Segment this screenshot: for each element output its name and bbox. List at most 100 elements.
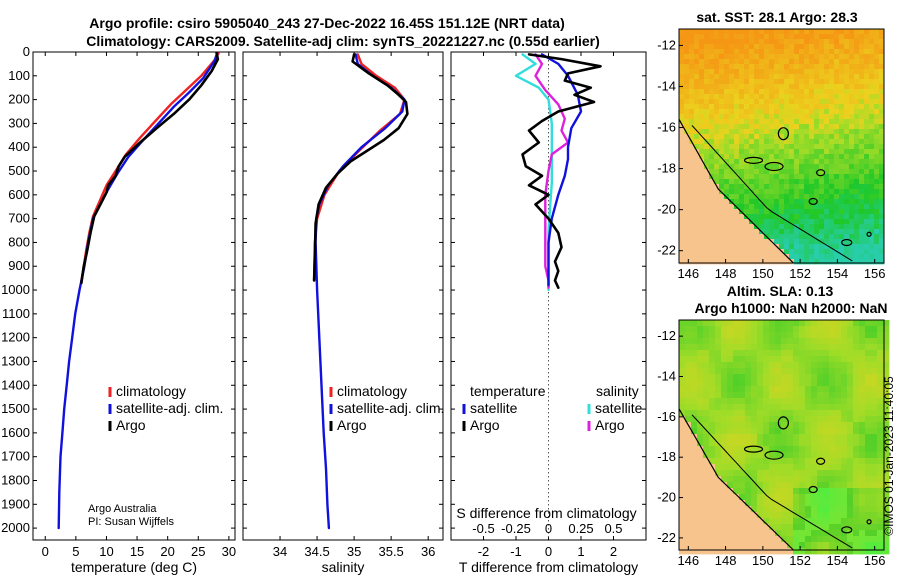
sst-map-cell [784, 249, 790, 255]
sst-map-cell [794, 199, 800, 205]
sst-map-cell [854, 219, 860, 225]
sla-map-cell [739, 482, 746, 489]
sst-map-cell [784, 79, 790, 85]
sla-map-cell [883, 398, 890, 405]
sst-map-cell [679, 79, 685, 85]
sst-map-cell [759, 89, 765, 95]
sla-map-cell [769, 494, 776, 501]
sst-map-cell [684, 229, 690, 235]
sla-map-cell [763, 428, 770, 435]
sst-map-cell [754, 219, 760, 225]
sst-map-cell [744, 254, 750, 260]
sst-map-cell [799, 74, 805, 80]
sst-map-cell [749, 114, 755, 120]
sst-map-cell [789, 79, 795, 85]
sst-map-cell [689, 204, 695, 210]
sst-lat-tick-label: -22 [657, 243, 676, 258]
sst-map-cell [814, 164, 820, 170]
sla-map-cell [877, 536, 884, 543]
sst-map-cell [679, 49, 685, 55]
sla-map-cell [841, 416, 848, 423]
sla-map-cell [787, 392, 794, 399]
sla-map-cell [691, 440, 698, 447]
sst-map-cell [694, 159, 700, 165]
sst-map-cell [679, 119, 685, 125]
sla-map-cell [871, 356, 878, 363]
sst-map-cell [839, 114, 845, 120]
sst-map-cell [699, 44, 705, 50]
sla-map-cell [733, 548, 740, 555]
sla-map-cell [781, 446, 788, 453]
salinity-series-satellite-adj-clim- [314, 53, 406, 530]
sst-map-cell [814, 189, 820, 195]
sla-map-cell [781, 416, 788, 423]
sla-map-cell [751, 542, 758, 549]
sla-map-cell [841, 344, 848, 351]
sla-map-cell [847, 404, 854, 411]
sst-map-cell [714, 234, 720, 240]
sst-map-cell [854, 39, 860, 45]
sla-map-cell [709, 458, 716, 465]
sla-map-cell [757, 326, 764, 333]
sla-lat-tick-label: -14 [657, 368, 676, 383]
sst-map-cell [709, 89, 715, 95]
sla-map-cell [847, 338, 854, 345]
sst-map-cell [729, 134, 735, 140]
sla-map-cell [721, 326, 728, 333]
sla-map-cell [865, 518, 872, 525]
sst-map-cell [834, 154, 840, 160]
sst-map-cell [769, 129, 775, 135]
sst-map-cell [739, 84, 745, 90]
sla-map-cell [745, 422, 752, 429]
sst-map-cell [824, 254, 830, 260]
sst-map-cell [779, 169, 785, 175]
sst-map-cell [694, 39, 700, 45]
sla-map-cell [769, 386, 776, 393]
sla-map-cell [721, 536, 728, 543]
sla-map-cell [751, 536, 758, 543]
sla-map-cell [733, 362, 740, 369]
sst-map-cell [679, 134, 685, 140]
sla-map-cell [865, 428, 872, 435]
sla-map-cell [751, 470, 758, 477]
sla-map-cell [847, 458, 854, 465]
sla-map-cell [751, 440, 758, 447]
sla-map-cell [763, 320, 770, 327]
sst-map-cell [794, 189, 800, 195]
sla-map-cell [709, 404, 716, 411]
sst-map-cell [794, 94, 800, 100]
sst-map-cell [839, 89, 845, 95]
sla-map-cell [769, 320, 776, 327]
sst-map-cell [714, 59, 720, 65]
sst-map-cell [874, 224, 880, 230]
sst-map-cell [754, 124, 760, 130]
sst-map-cell [854, 209, 860, 215]
sst-map-cell [779, 154, 785, 160]
sst-map-cell [819, 204, 825, 210]
sst-map-cell [814, 29, 820, 35]
sst-map-cell [774, 129, 780, 135]
sst-map-cell [849, 229, 855, 235]
sst-map-cell [689, 74, 695, 80]
sst-map-cell [714, 119, 720, 125]
sla-map-cell [727, 482, 734, 489]
sla-map-cell [787, 386, 794, 393]
sst-map-cell [854, 249, 860, 255]
sst-map-cell [769, 174, 775, 180]
sla-map-cell [709, 518, 716, 525]
sst-map-cell [759, 144, 765, 150]
depth-tick-label: 1800 [1, 472, 30, 487]
sla-map-cell [787, 356, 794, 363]
sst-map-cell [874, 104, 880, 110]
sst-map-cell [679, 199, 685, 205]
sst-map-cell [849, 179, 855, 185]
sla-map-cell [853, 446, 860, 453]
sst-map-cell [684, 49, 690, 55]
sst-map-cell [694, 49, 700, 55]
sla-map-cell [679, 338, 686, 345]
sst-map-cell [804, 44, 810, 50]
sla-map-cell [697, 422, 704, 429]
sla-map-cell [835, 320, 842, 327]
sla-map-cell [871, 428, 878, 435]
sla-map-cell [745, 542, 752, 549]
